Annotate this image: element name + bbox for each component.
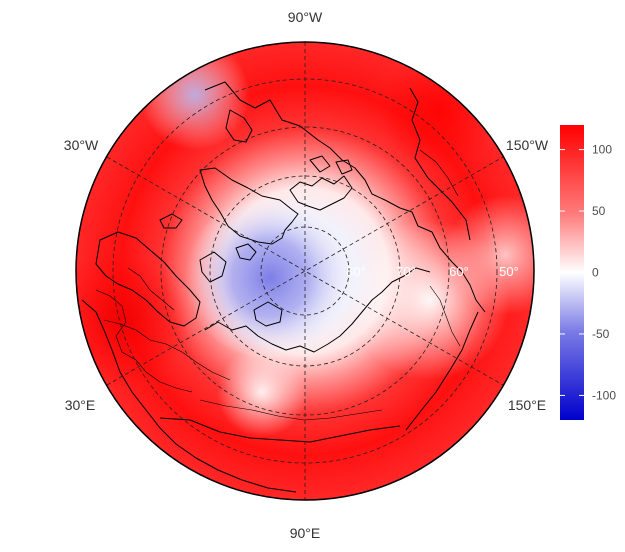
lon-label-upper-left: 30°W <box>64 137 99 153</box>
border-1 <box>95 289 193 393</box>
coastline-archipelago <box>289 155 353 211</box>
meridian-30w-150e <box>106 156 504 386</box>
colorbar-ticks: 100 50 0 -50 -100 <box>560 143 616 402</box>
border-3 <box>127 267 175 311</box>
colorbar-tick-label: 0 <box>592 266 599 280</box>
coastline-svalbard <box>235 243 257 261</box>
coastline-alaska <box>409 87 471 241</box>
coastline-central-asia <box>159 417 401 443</box>
colorbar-tick-label: -50 <box>592 327 610 341</box>
blue-minimum-arctic <box>185 198 355 358</box>
coastline-scandinavia <box>95 231 201 327</box>
graticule <box>106 42 504 500</box>
coastline-novaya-zemlya <box>199 251 227 283</box>
white-region-siberia <box>217 347 307 437</box>
longitude-labels: 90°W 30°W 150°W 30°E 150°E 90°E <box>64 9 549 541</box>
lat-label-70: 70° <box>396 264 416 279</box>
border-2 <box>103 319 231 381</box>
blue-region-north <box>140 42 250 150</box>
latitude-labels: 80° 70° 60° 50° <box>346 264 519 279</box>
latitude-circle-80 <box>260 226 350 316</box>
lon-label-upper-right: 150°W <box>506 137 549 153</box>
map-boundary <box>75 41 535 501</box>
coastline-iceland <box>159 213 183 229</box>
country-borders <box>95 149 461 421</box>
border-6 <box>419 149 459 197</box>
colorbar: 100 50 0 -50 -100 <box>560 125 616 420</box>
lon-label-lower-left: 30°E <box>65 397 96 413</box>
coastline-canada <box>204 81 486 313</box>
coastline-greenland <box>199 167 299 245</box>
lat-label-50: 50° <box>499 264 519 279</box>
border-4 <box>429 285 461 347</box>
coastline-hudson <box>225 109 253 143</box>
coastline-asia-east <box>405 311 479 431</box>
coastline-europe <box>81 299 297 493</box>
lon-label-bottom: 90°E <box>290 525 321 541</box>
lat-label-60: 60° <box>449 264 469 279</box>
colorbar-tick-label: 100 <box>592 143 612 157</box>
pale-region-pacific <box>445 195 534 315</box>
lat-label-80: 80° <box>346 264 366 279</box>
colorbar-tick-label: -100 <box>592 388 616 402</box>
red-maximum-europe <box>76 250 190 390</box>
coastlines <box>81 81 486 493</box>
meridian-30e-150w <box>106 156 504 386</box>
red-maximum-north-america <box>380 50 500 170</box>
coastline-taymyr <box>253 301 283 327</box>
border-5 <box>199 399 383 421</box>
coastline-siberia <box>204 267 431 353</box>
lon-label-lower-right: 150°E <box>508 397 546 413</box>
field-layer <box>76 42 534 500</box>
colorbar-tick-label: 50 <box>592 204 606 218</box>
lon-label-top: 90°W <box>288 9 323 25</box>
